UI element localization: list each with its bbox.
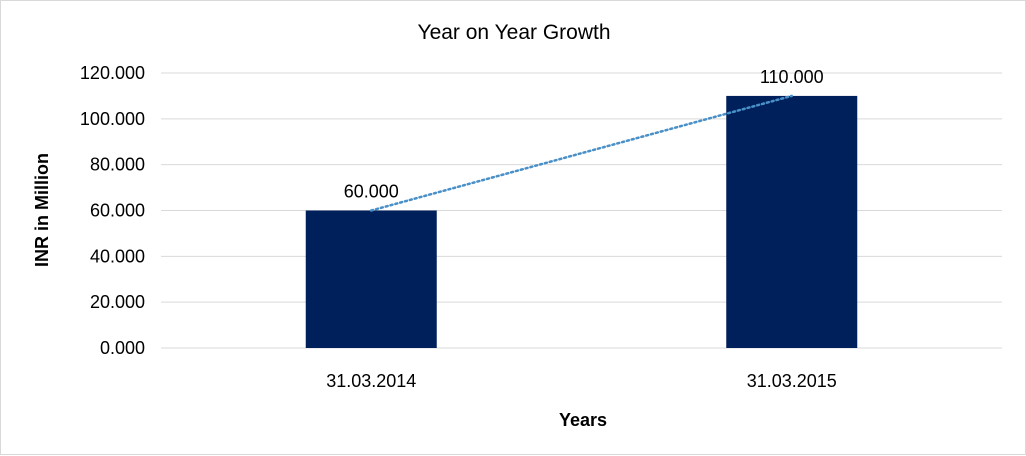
bars bbox=[305, 95, 858, 349]
data-labels: 60.000 110.000 bbox=[344, 67, 824, 202]
x-axis-ticks: 31.03.2014 31.03.2015 bbox=[326, 371, 837, 391]
y-tick-label: 80.000 bbox=[90, 155, 145, 175]
x-tick-label: 31.03.2015 bbox=[747, 371, 837, 391]
y-tick-label: 40.000 bbox=[90, 246, 145, 266]
bar bbox=[305, 210, 437, 348]
gridlines bbox=[161, 72, 1002, 349]
bar bbox=[726, 95, 858, 349]
x-tick-label: 31.03.2014 bbox=[326, 371, 416, 391]
trendline bbox=[370, 94, 793, 212]
data-label: 60.000 bbox=[344, 182, 399, 202]
y-axis-title: INR in Million bbox=[32, 153, 52, 267]
trendline-segment bbox=[370, 94, 793, 212]
y-tick-label: 120.000 bbox=[80, 63, 145, 83]
x-axis-title: Years bbox=[559, 410, 607, 430]
data-label: 110.000 bbox=[760, 67, 824, 87]
y-tick-label: 100.000 bbox=[80, 109, 145, 129]
y-tick-label: 0.000 bbox=[100, 338, 145, 358]
y-tick-label: 20.000 bbox=[90, 292, 145, 312]
y-axis-ticks: 0.000 20.000 40.000 60.000 80.000 100.000 120.… bbox=[80, 63, 145, 358]
y-tick-label: 60.000 bbox=[90, 201, 145, 221]
chart-title: Year on Year Growth bbox=[417, 21, 610, 44]
